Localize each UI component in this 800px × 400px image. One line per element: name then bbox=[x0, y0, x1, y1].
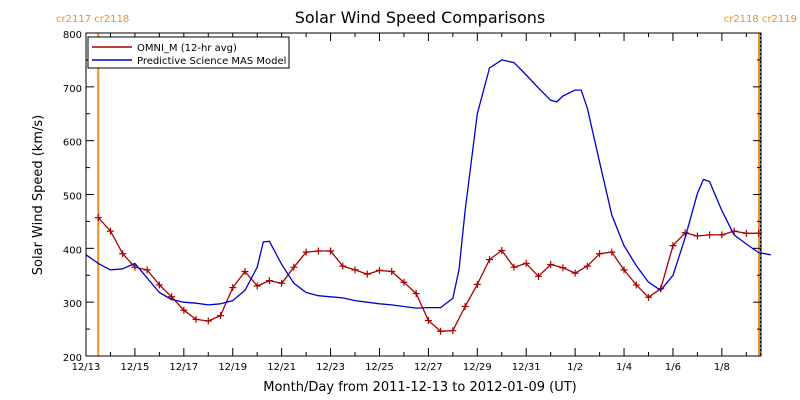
data-point-marker bbox=[217, 312, 225, 320]
data-point-marker bbox=[534, 272, 542, 280]
data-point-marker bbox=[302, 248, 310, 256]
data-point-marker bbox=[461, 302, 469, 310]
data-point-marker bbox=[290, 263, 298, 271]
x-tick-label: 12/23 bbox=[316, 362, 345, 373]
data-point-marker bbox=[449, 327, 457, 335]
x-tick-label: 12/21 bbox=[267, 362, 296, 373]
series-line-1 bbox=[85, 59, 771, 309]
data-point-marker bbox=[498, 246, 506, 254]
data-point-marker bbox=[204, 317, 212, 325]
data-point-marker bbox=[327, 247, 335, 255]
x-tick-label: 1/8 bbox=[714, 362, 730, 373]
data-point-marker bbox=[375, 266, 383, 274]
data-point-marker bbox=[669, 242, 677, 250]
data-point-marker bbox=[119, 250, 127, 258]
data-point-marker bbox=[681, 229, 689, 237]
x-tick-label: 12/15 bbox=[120, 362, 149, 373]
series-layer bbox=[85, 59, 771, 335]
data-point-marker bbox=[192, 315, 200, 323]
x-tick-label: 12/31 bbox=[512, 362, 541, 373]
legend-label-omni: OMNI_M (12-hr avg) bbox=[137, 43, 237, 54]
y-tick-label: 400 bbox=[63, 245, 82, 256]
y-tick-label: 300 bbox=[63, 299, 82, 310]
data-point-marker bbox=[706, 231, 714, 239]
data-point-marker bbox=[400, 278, 408, 286]
x-axis-label: Month/Day from 2011-12-13 to 2012-01-09 … bbox=[263, 380, 576, 395]
data-point-marker bbox=[412, 290, 420, 298]
data-point-marker bbox=[510, 263, 518, 271]
data-point-marker bbox=[620, 266, 628, 274]
data-point-marker bbox=[437, 327, 445, 335]
x-axis: 12/13 12/15 12/17 12/19 12/21 12/23 12/25 12/27… bbox=[72, 33, 747, 373]
data-point-marker bbox=[143, 266, 151, 274]
data-point-marker bbox=[571, 269, 579, 277]
x-tick-label: 1/2 bbox=[567, 362, 583, 373]
data-point-marker bbox=[718, 231, 726, 239]
y-tick-label: 800 bbox=[63, 30, 82, 41]
x-tick-label: 12/19 bbox=[218, 362, 247, 373]
x-tick-label: 12/17 bbox=[169, 362, 198, 373]
y-axis: 200 300 400 500 600 700 800 bbox=[63, 30, 761, 364]
series-line-0 bbox=[97, 217, 759, 332]
data-point-marker bbox=[645, 293, 652, 301]
data-point-marker bbox=[94, 214, 102, 222]
data-point-marker bbox=[278, 279, 286, 287]
data-point-marker bbox=[583, 262, 591, 270]
data-point-marker bbox=[742, 229, 750, 237]
data-point-marker bbox=[486, 256, 494, 264]
data-point-marker bbox=[363, 270, 371, 278]
data-point-marker bbox=[559, 264, 567, 272]
data-point-marker bbox=[693, 232, 701, 240]
data-point-marker bbox=[388, 267, 396, 275]
data-point-marker bbox=[339, 262, 347, 270]
x-tick-label: 12/27 bbox=[414, 362, 443, 373]
data-point-marker bbox=[229, 284, 237, 292]
data-point-marker bbox=[547, 260, 555, 268]
x-tick-label: 1/4 bbox=[616, 362, 632, 373]
data-point-marker bbox=[253, 282, 261, 290]
data-point-marker bbox=[265, 277, 273, 285]
data-point-marker bbox=[608, 248, 616, 256]
y-tick-label: 600 bbox=[63, 138, 82, 149]
data-point-marker bbox=[522, 259, 530, 267]
data-point-marker bbox=[424, 316, 432, 324]
data-point-marker bbox=[351, 266, 359, 274]
data-point-marker bbox=[155, 281, 163, 289]
x-tick-label: 12/25 bbox=[365, 362, 394, 373]
x-tick-label: 12/29 bbox=[463, 362, 492, 373]
y-tick-label: 700 bbox=[63, 84, 82, 95]
y-tick-label: 200 bbox=[63, 353, 82, 364]
data-point-marker bbox=[241, 267, 249, 275]
y-tick-label: 500 bbox=[63, 192, 82, 203]
data-point-marker bbox=[473, 280, 481, 288]
data-point-marker bbox=[632, 281, 640, 289]
legend-label-mas: Predictive Science MAS Model bbox=[137, 56, 286, 67]
y-axis-label: Solar Wind Speed (km/s) bbox=[31, 115, 46, 275]
legend-box bbox=[87, 36, 290, 69]
chart-title: Solar Wind Speed Comparisons bbox=[295, 8, 546, 27]
carrington-label-left: cr2117 cr2118 bbox=[56, 14, 129, 25]
data-point-marker bbox=[314, 247, 322, 255]
legend: OMNI_M (12-hr avg) Predictive Science MA… bbox=[87, 36, 290, 69]
x-tick-label: 1/6 bbox=[665, 362, 681, 373]
carrington-label-right: cr2118 cr2119 bbox=[724, 14, 797, 25]
data-point-marker bbox=[596, 250, 604, 258]
data-point-marker bbox=[180, 306, 188, 314]
x-tick-label: 12/13 bbox=[72, 362, 101, 373]
data-point-marker bbox=[106, 227, 114, 235]
